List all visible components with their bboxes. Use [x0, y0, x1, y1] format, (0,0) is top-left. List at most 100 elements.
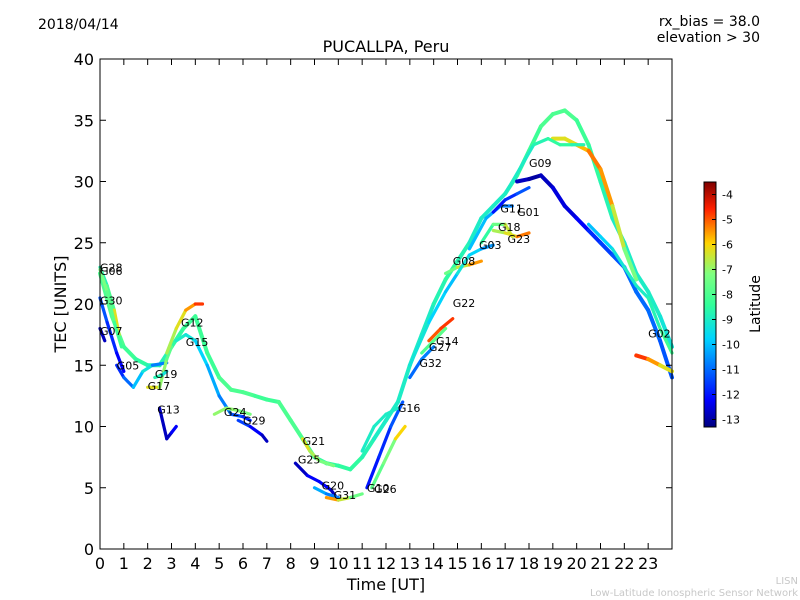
track-segment — [382, 437, 398, 465]
x-tick-label: 10 — [328, 554, 348, 573]
colorbar-tick-label: -10 — [722, 339, 740, 352]
track-g22 — [408, 271, 460, 367]
track-segment — [586, 222, 603, 239]
track-segment — [348, 455, 365, 472]
track-g23 — [491, 228, 531, 239]
track-segment — [455, 240, 472, 264]
x-tick-label: 20 — [566, 554, 586, 573]
satellite-label-g15: G15 — [186, 336, 209, 349]
track-segment — [419, 302, 436, 337]
colorbar-label: Latitude — [748, 275, 764, 333]
rx-bias-label: rx_bias = 38.0 — [658, 14, 760, 30]
date-label: 2018/04/14 — [38, 17, 119, 33]
track-g21 — [300, 437, 336, 468]
track-segment — [562, 204, 579, 221]
track-segment — [491, 198, 507, 214]
track-segment — [365, 455, 381, 490]
track-g32 — [408, 345, 436, 380]
track-segment — [336, 495, 352, 502]
satellite-label-g21: G21 — [303, 435, 326, 448]
track-segment — [293, 461, 309, 478]
track-segment — [646, 357, 663, 368]
track-g24 — [212, 406, 252, 416]
track-segment — [467, 247, 483, 257]
satellite-label-g20: G20 — [322, 479, 345, 492]
track-segment — [562, 108, 579, 123]
colorbar-tick-label: -4 — [722, 189, 733, 202]
track-segment — [98, 296, 109, 324]
track-segment — [131, 369, 145, 389]
track-g03 — [455, 243, 495, 275]
track-segment — [241, 415, 252, 422]
track-segment — [586, 148, 603, 172]
satellite-label-g09: G09 — [529, 157, 552, 170]
track-segment — [276, 400, 293, 423]
satellite-label-g31: G31 — [334, 489, 357, 502]
track-segment — [455, 253, 472, 275]
track-segment — [300, 437, 312, 453]
track-segment — [181, 314, 198, 331]
colorbar-tick-label: -12 — [722, 389, 740, 402]
track-segment — [515, 231, 531, 239]
track-segment — [141, 363, 155, 373]
track-segment — [236, 418, 252, 429]
track-g09 — [503, 137, 586, 196]
satellite-label-g08: G08 — [453, 255, 476, 268]
track-segment — [360, 424, 376, 453]
track-segment — [224, 406, 240, 413]
track-segment — [515, 177, 531, 184]
track-g27 — [420, 326, 448, 355]
x-tick-label: 18 — [519, 554, 539, 573]
y-tick-label: 0 — [84, 540, 94, 559]
track-segment — [317, 459, 336, 468]
track-segment — [646, 289, 663, 319]
track-segment — [115, 351, 126, 373]
satellite-label-g30: G30 — [100, 294, 123, 307]
colorbar-tick-label: -11 — [722, 364, 740, 377]
track-segment — [229, 387, 245, 395]
x-tick-label: 0 — [95, 554, 105, 573]
y-tick-label: 40 — [74, 50, 94, 69]
track-segment — [212, 406, 228, 416]
track-g19 — [153, 369, 169, 380]
satellite-label-g07: G07 — [100, 325, 123, 338]
track-segment — [389, 400, 405, 429]
track-g01 — [491, 186, 531, 214]
footer-lisn: LISN — [775, 576, 798, 587]
satellite-label-g10: G10 — [367, 482, 390, 495]
track-segment — [174, 333, 188, 343]
track-segment — [324, 495, 340, 502]
track-segment — [622, 246, 639, 282]
track-segment — [527, 173, 543, 182]
track-segment — [443, 271, 460, 294]
track-segment — [646, 308, 663, 343]
track-segment — [105, 284, 116, 312]
track-segment — [479, 243, 495, 251]
x-tick-label: 23 — [638, 554, 658, 573]
colorbar-tick-label: -13 — [722, 414, 740, 427]
colorbar-tick-label: -5 — [722, 214, 733, 227]
track-segment — [184, 302, 197, 312]
track-segment — [98, 268, 109, 294]
track-segment — [634, 284, 650, 300]
track-segment — [174, 308, 188, 331]
y-tick-label: 30 — [74, 173, 94, 192]
track-segment — [260, 433, 269, 443]
track-segment — [121, 344, 138, 362]
x-tick-label: 14 — [423, 554, 443, 573]
satellite-label-g22: G22 — [453, 297, 476, 310]
colorbar-tick-label: -7 — [722, 264, 733, 277]
x-tick-label: 15 — [447, 554, 467, 573]
track-g20 — [312, 486, 340, 500]
track-g13 — [157, 406, 178, 441]
track-segment — [658, 326, 674, 355]
track-segment — [241, 390, 257, 398]
track-segment — [169, 424, 178, 435]
track-segment — [431, 277, 448, 306]
track-segment — [491, 228, 507, 235]
y-tick-label: 5 — [84, 479, 94, 498]
track-g02 — [586, 222, 674, 355]
track-segment — [408, 320, 431, 367]
colorbar-tick-label: -9 — [722, 314, 733, 327]
